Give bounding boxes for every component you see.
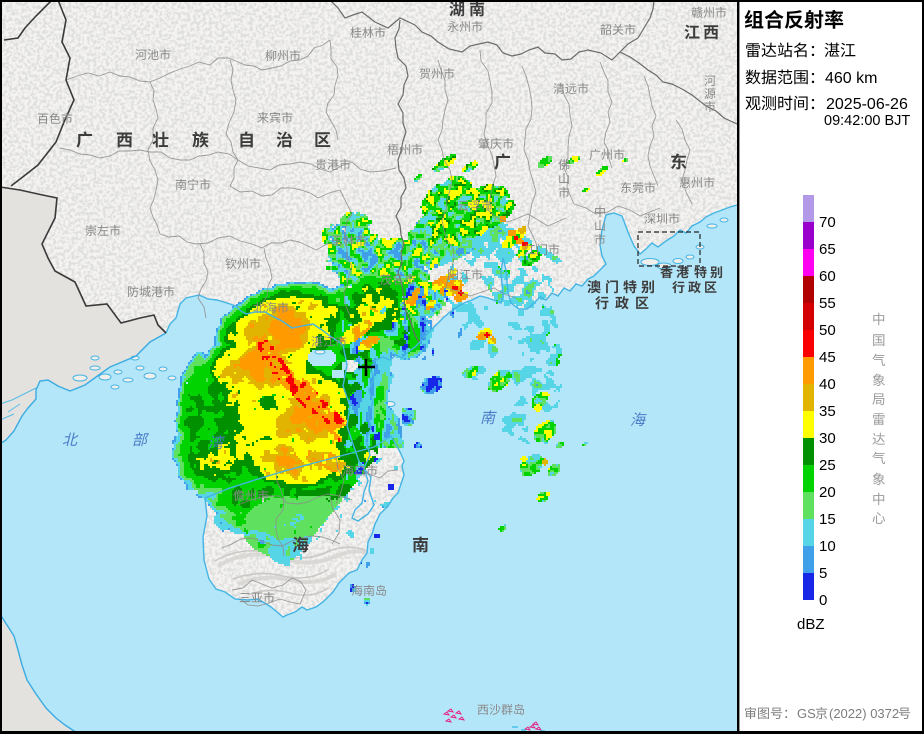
svg-text:45: 45 <box>819 349 836 366</box>
svg-text:35: 35 <box>819 403 836 420</box>
svg-text:15: 15 <box>819 511 836 528</box>
svg-text:460 km: 460 km <box>825 70 877 87</box>
svg-text:09:42:00 BJT: 09:42:00 BJT <box>824 113 910 129</box>
svg-text:40: 40 <box>819 376 836 393</box>
svg-text:dBZ: dBZ <box>797 616 825 633</box>
svg-text:65: 65 <box>819 241 836 258</box>
svg-text:55: 55 <box>819 295 836 312</box>
svg-text:(2022) 0372: (2022) 0372 <box>829 706 899 721</box>
svg-text:50: 50 <box>819 322 836 339</box>
svg-text:60: 60 <box>819 268 836 285</box>
svg-text:30: 30 <box>819 430 836 447</box>
svg-text:25: 25 <box>819 457 836 474</box>
svg-text:10: 10 <box>819 538 836 555</box>
svg-text:70: 70 <box>819 214 836 231</box>
svg-text:2025-06-26: 2025-06-26 <box>826 96 908 113</box>
svg-text:5: 5 <box>819 565 827 582</box>
svg-text:20: 20 <box>819 484 836 501</box>
svg-text:GS: GS <box>797 706 816 721</box>
svg-text:0: 0 <box>819 592 827 609</box>
